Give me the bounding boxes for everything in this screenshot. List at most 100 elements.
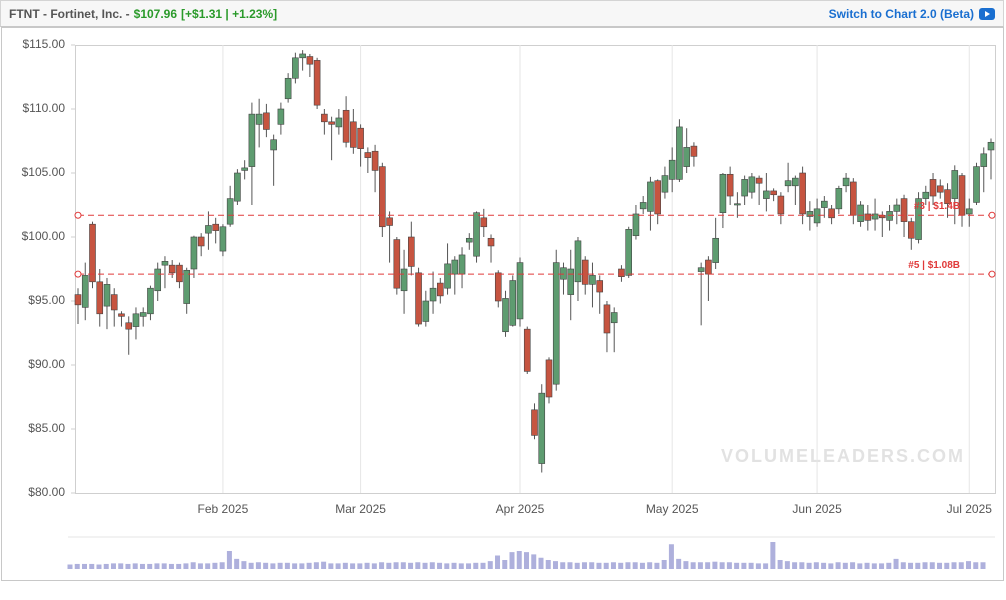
volume-bar (545, 560, 551, 569)
volume-bar (371, 563, 377, 569)
volume-bar (74, 563, 80, 569)
candle-body (690, 145, 698, 157)
candle-body (509, 280, 517, 326)
volume-bar (226, 551, 232, 569)
candle-body (929, 179, 937, 197)
candle-body (668, 159, 676, 180)
candle-body (639, 202, 647, 210)
volume-bar (538, 557, 544, 569)
volume-bar (473, 562, 479, 569)
volume-bar (400, 562, 406, 569)
volume-bar (176, 563, 182, 569)
candle-body (951, 170, 959, 199)
candle-body (531, 409, 538, 436)
volume-bar (813, 562, 819, 569)
volume-bar (81, 563, 87, 569)
volume-bar (212, 562, 218, 569)
volume-bar (654, 562, 660, 569)
candle-body (429, 287, 437, 302)
volume-bar (379, 562, 385, 569)
volume-bar (255, 562, 261, 569)
y-tick-label: $95.00 (28, 293, 65, 307)
volume-bar (444, 563, 450, 569)
volume-bar (197, 563, 203, 569)
volume-bar (299, 563, 305, 569)
candle-body (118, 313, 125, 317)
candle-body (89, 223, 96, 283)
candle-body (755, 177, 763, 184)
candle-body (168, 264, 176, 274)
volume-bar (292, 563, 298, 569)
volume-bar (161, 563, 167, 569)
candle-body (205, 225, 212, 234)
volume-bar (524, 552, 529, 569)
candle-body (915, 198, 922, 240)
candle-body (944, 189, 951, 205)
volume-bar (567, 562, 573, 569)
volume-bar (205, 563, 211, 569)
link-text[interactable]: Switch to Chart 2.0 (Beta) (828, 6, 974, 21)
volume-bar (451, 562, 457, 569)
candle-body (936, 185, 944, 193)
volume-bar (610, 562, 616, 569)
candle-body (886, 211, 893, 221)
candle-body (147, 287, 154, 315)
chart-switch-link[interactable]: Switch to Chart 2.0 (Beta) (829, 7, 995, 21)
volume-bar (350, 563, 356, 569)
volume-bar (415, 562, 421, 569)
candle-body (357, 127, 364, 149)
candle-body (647, 181, 654, 212)
volume-bar (748, 562, 754, 569)
candle-body (299, 53, 306, 59)
volume-bar (980, 562, 986, 569)
candle-body (552, 262, 560, 385)
x-tick-label: May 2025 (646, 502, 699, 516)
volume-bar (618, 562, 624, 569)
y-tick-label: $115.00 (23, 37, 66, 51)
candle-body (987, 141, 995, 151)
candle-body (596, 280, 604, 293)
candle-body (726, 173, 734, 197)
candle-body (110, 294, 118, 311)
volume-bar (89, 563, 95, 569)
candle-body (132, 313, 140, 327)
candle-body (683, 147, 690, 167)
x-tick-label: Feb 2025 (198, 502, 249, 516)
candle-body (545, 359, 553, 398)
candle-body (973, 166, 980, 203)
candle-body (292, 57, 299, 79)
chart-frame (1, 27, 1004, 581)
volume-bar (270, 563, 276, 569)
candle-body (980, 153, 988, 167)
volume-bar (581, 562, 587, 569)
volume-bar (864, 562, 870, 569)
volume-bar (321, 561, 327, 569)
volume-bar (647, 562, 653, 569)
volume-bar (466, 563, 472, 569)
candle-body (567, 268, 575, 295)
candle-body (487, 237, 495, 247)
candle-body (81, 275, 89, 308)
y-tick-label: $80.00 (28, 485, 65, 499)
volume-bar (552, 561, 558, 569)
volume-bar (850, 562, 856, 569)
volume-bar (676, 558, 682, 569)
candle-body (437, 282, 444, 297)
volume-bar (835, 562, 841, 569)
volume-bar (531, 554, 537, 569)
plot-frame (75, 45, 996, 494)
volume-bar (284, 562, 290, 569)
volume-bar (596, 562, 602, 569)
candle-body (784, 180, 792, 187)
volume-bar (560, 562, 566, 569)
watermark: VOLUMELEADERS.COM (721, 446, 965, 466)
candle-body (813, 208, 821, 224)
volume-bar (741, 562, 747, 569)
candle-body (321, 113, 328, 123)
video-icon[interactable] (979, 7, 995, 20)
candle-body (871, 213, 879, 220)
candle-body (748, 176, 756, 193)
candle-body (893, 204, 901, 212)
volume-bar (139, 563, 145, 569)
candle-body (806, 211, 814, 217)
